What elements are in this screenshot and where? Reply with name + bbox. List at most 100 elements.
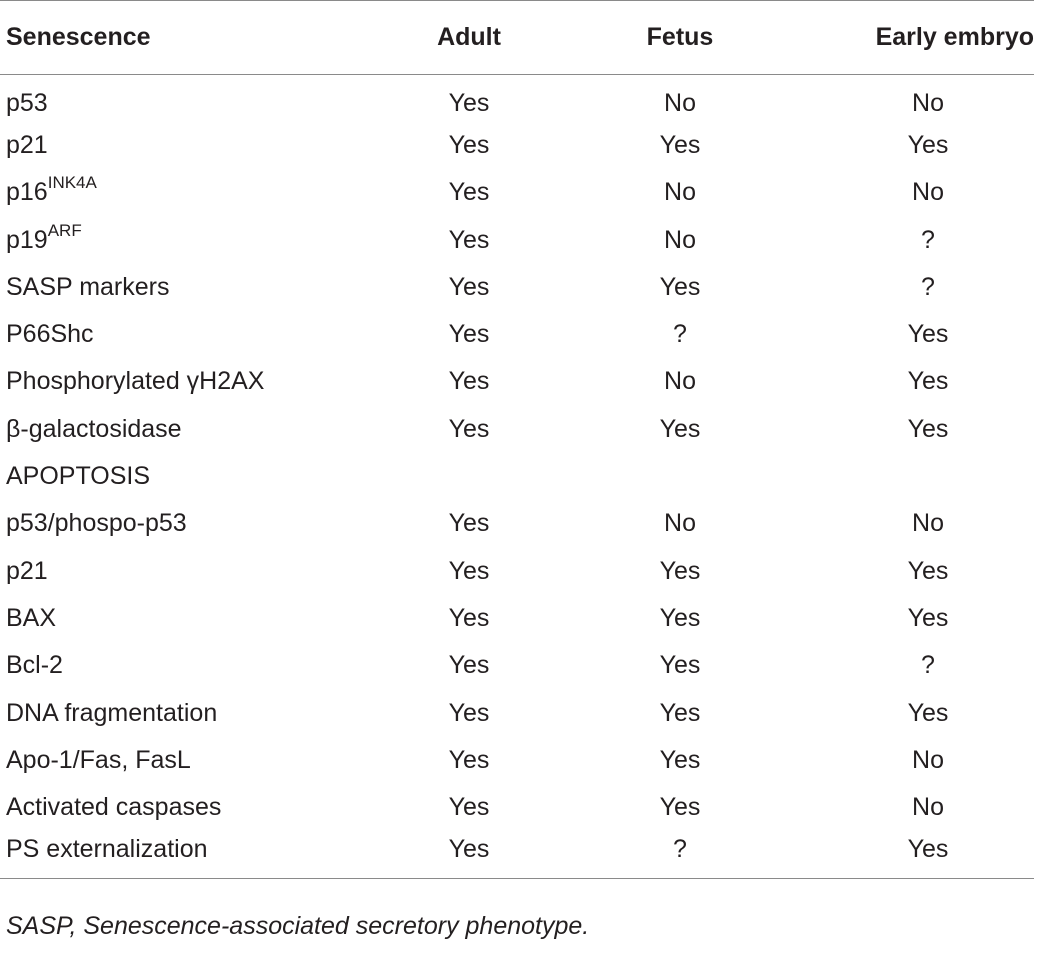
table-header-row: Senescence Adult Fetus Early embryo: [0, 0, 1034, 75]
fetus-cell: ?: [673, 320, 687, 349]
fetus-cell: No: [664, 178, 696, 207]
adult-cell: Yes: [448, 556, 490, 585]
fetus-cell: No: [664, 367, 696, 396]
row-label-cell: p19ARF: [0, 216, 380, 263]
early-embryo-cell: Yes: [907, 698, 949, 727]
table-row: p53 Yes No No: [0, 75, 1034, 122]
adult-cell: Yes: [448, 509, 490, 538]
row-label: PS externalization: [6, 835, 208, 864]
table-body: p53 Yes No No p21 Yes Yes Yes p16INK4A Yes No No p19…: [0, 75, 1034, 880]
row-label: Phosphorylated γH2AX: [6, 367, 265, 396]
row-label: Apo-1/Fas, FasL: [6, 745, 191, 774]
fetus-cell: [558, 453, 802, 500]
adult-cell: Yes: [448, 414, 490, 443]
early-embryo-cell: No: [912, 745, 944, 774]
fetus-cell: Yes: [659, 698, 701, 727]
table-row: p21 Yes Yes Yes: [0, 122, 1034, 169]
row-label-cell: β-galactosidase: [0, 406, 380, 453]
early-embryo-cell: No: [912, 178, 944, 207]
adult-cell: Yes: [448, 793, 490, 822]
fetus-cell: Yes: [659, 651, 701, 680]
early-embryo-cell: [802, 453, 1034, 500]
early-embryo-cell: ?: [921, 272, 935, 301]
early-embryo-cell: No: [912, 88, 944, 117]
table-row: P66Shc Yes? Yes: [0, 311, 1034, 358]
early-embryo-cell: Yes: [907, 603, 949, 632]
row-label: Bcl-2: [6, 651, 63, 680]
fetus-cell: Yes: [659, 793, 701, 822]
adult-cell: Yes: [448, 367, 490, 396]
row-label: DNA fragmentation: [6, 698, 218, 727]
row-label: β-galactosidase: [6, 414, 182, 443]
row-label-cell: Bcl-2: [0, 642, 380, 689]
fetus-cell: Yes: [659, 603, 701, 632]
table-row: Phosphorylated γH2AX Yes No Yes: [0, 358, 1034, 405]
table-row: Apo-1/Fas, FasL Yes Yes No: [0, 737, 1034, 784]
row-label: BAX: [6, 603, 57, 632]
row-label-cell: P66Shc: [0, 311, 380, 358]
adult-cell: Yes: [448, 225, 490, 254]
row-label-superscript: ARF: [47, 220, 82, 240]
row-label: p21: [6, 130, 48, 159]
header-adult: Adult: [380, 0, 558, 75]
early-embryo-cell: No: [912, 509, 944, 538]
row-label-cell: Activated caspases: [0, 784, 380, 831]
early-embryo-cell: Yes: [907, 130, 949, 159]
adult-cell: Yes: [448, 603, 490, 632]
adult-cell: Yes: [448, 88, 490, 117]
table-row: β-galactosidase Yes Yes Yes: [0, 406, 1034, 453]
adult-cell: Yes: [448, 651, 490, 680]
row-label: P66Shc: [6, 320, 94, 349]
row-label-cell: p21: [0, 547, 380, 594]
row-label-cell: Apo-1/Fas, FasL: [0, 737, 380, 784]
adult-cell: Yes: [448, 178, 490, 207]
header-senescence: Senescence: [0, 0, 380, 75]
adult-cell: [380, 453, 558, 500]
fetus-cell: No: [664, 88, 696, 117]
row-label-cell: APOPTOSIS: [0, 453, 380, 500]
senescence-apoptosis-table: Senescence Adult Fetus Early embryo p53 Y…: [0, 0, 1034, 880]
row-label: APOPTOSIS: [6, 462, 151, 491]
early-embryo-cell: Yes: [907, 320, 949, 349]
early-embryo-cell: Yes: [907, 414, 949, 443]
row-label-cell: p53/phospo-p53: [0, 500, 380, 547]
row-label: p53/phospo-p53: [6, 509, 187, 538]
table-row: p21 Yes Yes Yes: [0, 547, 1034, 594]
table-row: DNA fragmentation Yes Yes Yes: [0, 689, 1034, 736]
adult-cell: Yes: [448, 320, 490, 349]
early-embryo-cell: ?: [921, 225, 935, 254]
table-row: Activated caspases Yes Yes No: [0, 784, 1034, 831]
fetus-cell: Yes: [659, 556, 701, 585]
early-embryo-cell: ?: [921, 651, 935, 680]
row-label: p19: [6, 225, 48, 254]
fetus-cell: ?: [558, 831, 802, 880]
data-table-container: Senescence Adult Fetus Early embryo p53 Y…: [0, 0, 1034, 880]
fetus-cell: Yes: [659, 414, 701, 443]
row-label: p16: [6, 178, 48, 207]
adult-cell: Yes: [380, 831, 558, 880]
header-early-embryo: Early embryo: [802, 0, 1034, 75]
table-row: Bcl-2 Yes Yes?: [0, 642, 1034, 689]
row-label-cell: p16INK4A: [0, 169, 380, 216]
row-label: p53: [6, 88, 48, 117]
early-embryo-cell: Yes: [802, 831, 1034, 880]
fetus-cell: Yes: [659, 745, 701, 774]
fetus-cell: Yes: [659, 272, 701, 301]
early-embryo-cell: Yes: [907, 367, 949, 396]
fetus-cell: No: [664, 509, 696, 538]
table-row: SASP markers Yes Yes?: [0, 264, 1034, 311]
table-row: p19ARF Yes No?: [0, 216, 1034, 263]
adult-cell: Yes: [448, 698, 490, 727]
early-embryo-cell: No: [912, 793, 944, 822]
row-label-superscript: INK4A: [47, 173, 97, 193]
row-label-cell: PS externalization: [0, 831, 380, 880]
header-fetus: Fetus: [558, 0, 802, 75]
table-footnote: SASP, Senescence-associated secretory ph…: [6, 912, 590, 940]
early-embryo-cell: Yes: [907, 556, 949, 585]
row-label-cell: Phosphorylated γH2AX: [0, 358, 380, 405]
row-label: SASP markers: [6, 272, 170, 301]
table-row: APOPTOSIS: [0, 453, 1034, 500]
row-label-cell: p21: [0, 122, 380, 169]
fetus-cell: No: [664, 225, 696, 254]
table-row: PS externalization Yes? Yes: [0, 831, 1034, 880]
